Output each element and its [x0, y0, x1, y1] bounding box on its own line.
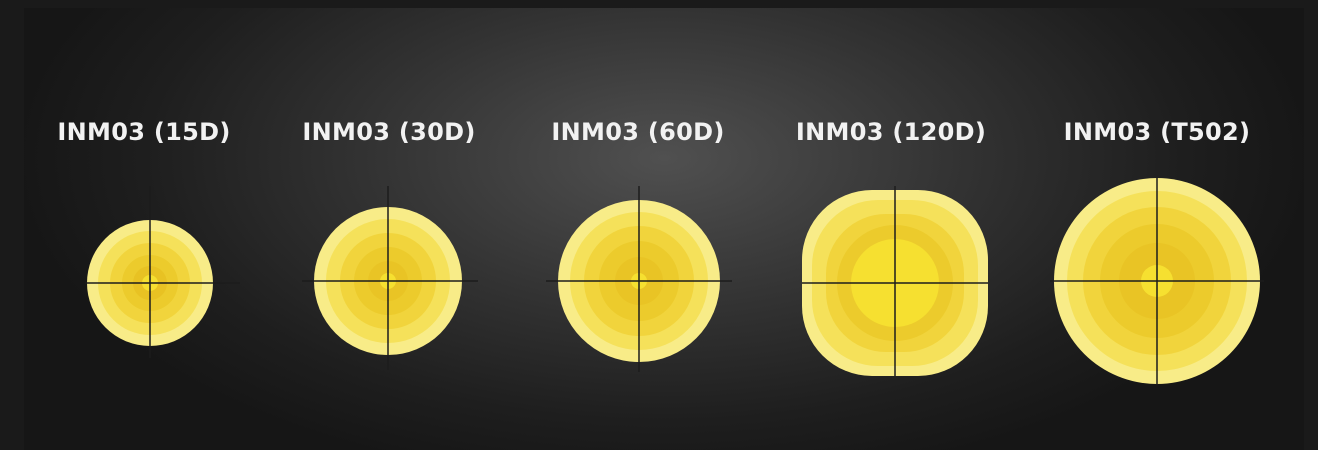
beam-label-120d: INM03 (120D)	[795, 118, 987, 146]
beam-pattern-t502	[1050, 178, 1264, 385]
beam-pattern-30d	[302, 186, 478, 370]
beam-pattern-120d	[802, 186, 988, 376]
beam-label-30d: INM03 (30D)	[302, 118, 476, 146]
beam-pattern-60d	[546, 186, 732, 372]
beam-label-t502: INM03 (T502)	[1063, 118, 1251, 146]
beam-pattern-15d	[85, 186, 240, 358]
beam-label-15d: INM03 (15D)	[57, 118, 231, 146]
beam-label-60d: INM03 (60D)	[551, 118, 725, 146]
